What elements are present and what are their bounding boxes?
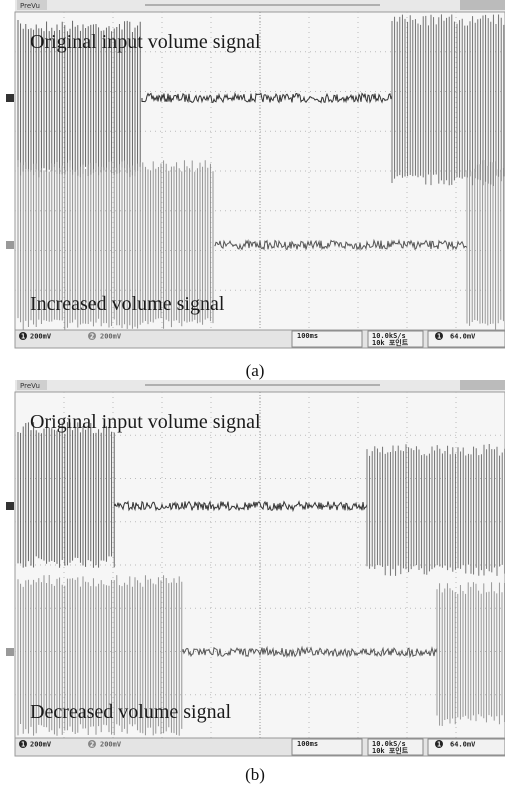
- timebase: 100ms: [297, 740, 318, 748]
- scope-panel: PreVu Original input volume signal Increas…: [6, 0, 505, 380]
- ch2-marker: [6, 648, 14, 656]
- header-tab-right: [460, 0, 505, 10]
- caption: (b): [245, 765, 265, 784]
- top-label: Original input volume signal: [30, 31, 261, 53]
- ch1-marker: [6, 94, 14, 102]
- burst-waveform: [467, 160, 503, 330]
- ch2-marker: [6, 241, 14, 249]
- header-tab-right: [460, 380, 505, 390]
- figure: PreVu Original input volume signal Increas…: [0, 0, 505, 792]
- trigger-channel: 1: [437, 741, 441, 749]
- bottom-label: Decreased volume signal: [30, 701, 231, 723]
- ch2-number: 2: [90, 741, 94, 749]
- trigger-channel: 1: [437, 333, 441, 341]
- header-label: PreVu: [20, 2, 40, 10]
- trigger-level: 64.0mV: [450, 333, 476, 341]
- header-bar: [15, 0, 505, 12]
- ch2-scale: 200mV: [100, 741, 122, 749]
- scope-panel: PreVu Original input volume signal Decreas…: [6, 380, 505, 784]
- header-bar: [15, 380, 505, 392]
- header-label: PreVu: [20, 382, 40, 390]
- record-length: 10k 포인트: [372, 338, 409, 347]
- ch1-number: 1: [21, 333, 25, 341]
- ch1-scale: 200mV: [30, 333, 52, 341]
- page: {"panels": [ {"header": "PreVu", "top_la…: [0, 0, 505, 792]
- ch1-marker: [6, 502, 14, 510]
- burst-waveform: [437, 582, 505, 726]
- top-label: Original input volume signal: [30, 411, 261, 433]
- timebase: 100ms: [297, 332, 318, 340]
- record-length: 10k 포인트: [372, 746, 409, 755]
- bottom-label: Increased volume signal: [30, 293, 225, 315]
- caption: (a): [246, 361, 265, 380]
- trigger-level: 64.0mV: [450, 741, 476, 749]
- ch2-number: 2: [90, 333, 94, 341]
- ch1-scale: 200mV: [30, 741, 52, 749]
- ch1-number: 1: [21, 741, 25, 749]
- ch2-scale: 200mV: [100, 333, 122, 341]
